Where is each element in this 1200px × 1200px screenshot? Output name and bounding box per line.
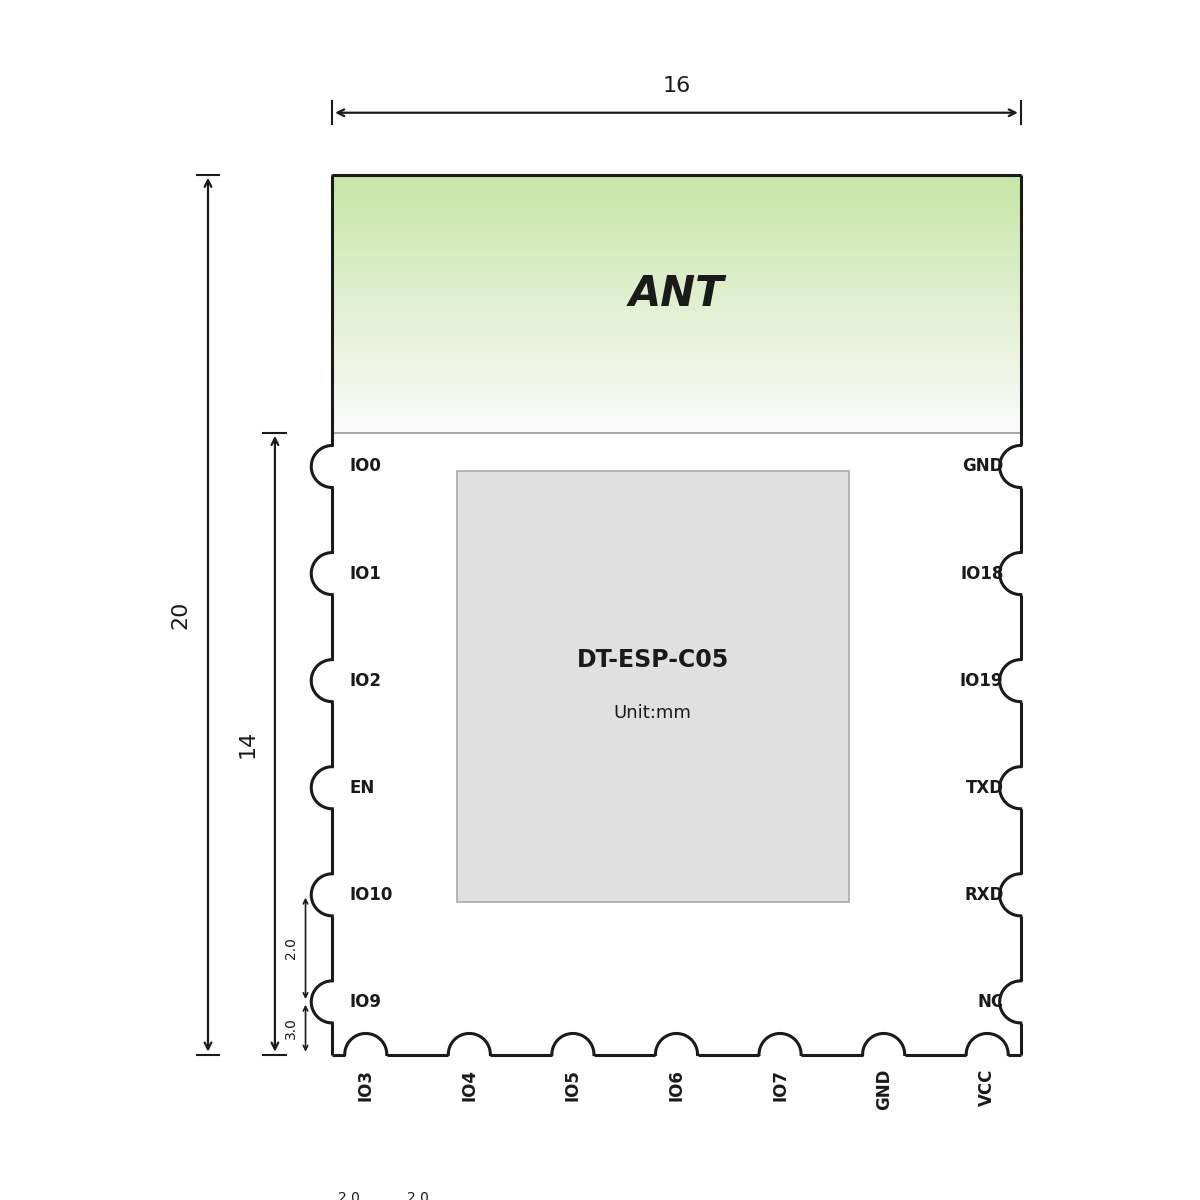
Text: 14: 14 — [238, 730, 258, 758]
Text: 2.0: 2.0 — [407, 1192, 428, 1200]
Bar — [456, 472, 848, 901]
Text: 2.0: 2.0 — [338, 1192, 360, 1200]
Bar — [332, 426, 1021, 433]
Text: EN: EN — [349, 779, 374, 797]
Bar — [332, 265, 1021, 271]
Bar — [332, 193, 1021, 200]
Text: IO0: IO0 — [349, 457, 382, 475]
Bar — [332, 420, 1021, 426]
Bar — [332, 336, 1021, 343]
Bar — [332, 298, 1021, 304]
Bar — [332, 329, 1021, 336]
Text: IO7: IO7 — [772, 1069, 790, 1100]
Bar — [332, 214, 1021, 220]
Text: IO19: IO19 — [960, 672, 1003, 690]
Text: IO3: IO3 — [356, 1069, 374, 1100]
Text: 2.0: 2.0 — [284, 937, 298, 959]
Bar — [332, 187, 1021, 194]
Bar — [332, 317, 1021, 323]
Bar — [332, 368, 1021, 374]
Bar — [332, 380, 1021, 388]
Text: IO1: IO1 — [349, 564, 382, 582]
Text: IO9: IO9 — [349, 992, 382, 1010]
Text: GND: GND — [962, 457, 1003, 475]
Text: IO2: IO2 — [349, 672, 382, 690]
Bar — [332, 401, 1021, 407]
Text: DT-ESP-C05: DT-ESP-C05 — [576, 648, 728, 672]
Text: 3.0: 3.0 — [284, 1018, 298, 1039]
Bar — [332, 304, 1021, 311]
Bar — [332, 200, 1021, 208]
Text: IO5: IO5 — [564, 1069, 582, 1100]
Bar — [332, 252, 1021, 259]
Bar — [332, 349, 1021, 355]
Bar — [332, 323, 1021, 330]
Text: NC: NC — [977, 992, 1003, 1010]
Bar — [332, 174, 1021, 181]
Text: 16: 16 — [662, 76, 691, 96]
Bar — [332, 175, 1021, 433]
Bar — [332, 374, 1021, 382]
Bar — [332, 361, 1021, 368]
Bar — [332, 206, 1021, 214]
Text: 20: 20 — [170, 600, 191, 629]
Bar — [332, 342, 1021, 349]
Text: IO10: IO10 — [349, 886, 392, 904]
Text: TXD: TXD — [966, 779, 1003, 797]
Bar — [332, 220, 1021, 227]
Text: ANT: ANT — [629, 274, 725, 316]
Bar — [332, 277, 1021, 284]
Text: IO18: IO18 — [960, 564, 1003, 582]
Bar — [332, 310, 1021, 317]
Text: RXD: RXD — [964, 886, 1003, 904]
Text: Unit:mm: Unit:mm — [613, 704, 691, 722]
Text: VCC: VCC — [978, 1069, 996, 1106]
Bar — [332, 394, 1021, 401]
Bar — [332, 290, 1021, 298]
Text: GND: GND — [875, 1069, 893, 1110]
Bar — [332, 271, 1021, 278]
Text: IO6: IO6 — [667, 1069, 685, 1100]
Bar — [332, 233, 1021, 240]
Bar — [332, 407, 1021, 414]
Bar — [332, 226, 1021, 233]
Bar — [332, 388, 1021, 395]
Bar — [332, 181, 1021, 187]
Bar — [332, 258, 1021, 265]
Bar — [332, 245, 1021, 252]
Text: IO4: IO4 — [461, 1069, 479, 1100]
Bar — [332, 355, 1021, 362]
Bar — [332, 239, 1021, 246]
Bar — [332, 413, 1021, 420]
Bar — [332, 284, 1021, 292]
